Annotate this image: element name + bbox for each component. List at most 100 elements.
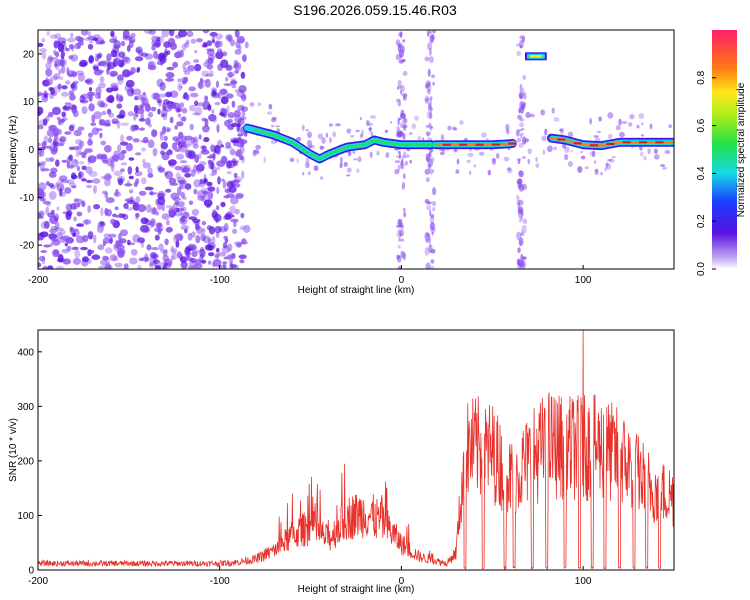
ridge-halo-blob [607, 158, 612, 162]
ridge-halo-blob [321, 137, 326, 144]
noise-blob [188, 86, 196, 92]
vertical-strip-blob [427, 88, 431, 95]
noise-blob [66, 245, 72, 252]
ridge-halo-blob [570, 150, 573, 153]
ridge-halo-blob [249, 102, 255, 107]
ridge-peak [655, 141, 664, 144]
noise-blob [110, 218, 116, 225]
noise-blob [206, 181, 213, 187]
vertical-strip-blob [396, 126, 400, 130]
noise-blob [210, 144, 216, 153]
noise-blob [38, 106, 44, 115]
noise-blob [38, 255, 46, 262]
noise-blob [166, 66, 175, 71]
vertical-strip-blob [432, 207, 436, 212]
ridge-halo-blob [404, 160, 408, 166]
noise-blob [189, 104, 196, 112]
noise-blob [230, 139, 240, 143]
noise-blob [153, 92, 160, 101]
ridge-core [649, 140, 654, 144]
noise-blob [197, 102, 204, 107]
noise-blob [104, 263, 112, 269]
ridge-halo-blob [473, 164, 476, 168]
noise-blob [126, 239, 131, 246]
noise-blob [96, 100, 105, 107]
ridge-halo-blob [467, 152, 474, 157]
noise-blob [87, 231, 94, 240]
noise-blob [59, 136, 67, 143]
noise-blob [52, 85, 62, 93]
vertical-strip-blob [517, 114, 522, 120]
noise-blob [117, 178, 124, 186]
ridge-halo-blob [359, 116, 362, 121]
noise-blob [179, 164, 189, 174]
noise-blob [56, 206, 60, 211]
ridge-halo-blob [589, 151, 593, 156]
noise-blob [202, 235, 211, 244]
vertical-strip-blob [431, 74, 435, 79]
noise-blob [198, 81, 204, 89]
noise-blob [145, 117, 151, 126]
ridge-halo-blob [553, 146, 557, 151]
noise-blob [233, 161, 238, 167]
noise-blob [184, 42, 189, 48]
noise-blob [194, 63, 202, 72]
noise-blob [180, 216, 186, 223]
noise-blob [211, 169, 217, 176]
noise-blob [182, 211, 190, 219]
noise-blob [99, 132, 103, 139]
noise-blob [140, 52, 149, 57]
noise-blob [196, 169, 202, 175]
noise-blob [81, 151, 88, 155]
noise-blob [93, 204, 101, 210]
ridge-halo-blob [596, 130, 602, 133]
noise-blob [46, 56, 54, 64]
noise-blob [56, 265, 65, 269]
ridge-core [402, 143, 406, 147]
noise-blob [203, 199, 213, 207]
noise-blob [81, 165, 87, 170]
noise-blob [237, 123, 241, 127]
ridge-halo-blob [440, 134, 445, 141]
noise-blob [100, 207, 104, 217]
noise-blob [102, 241, 106, 247]
vertical-strip-blob [400, 113, 406, 119]
ridge-core [274, 134, 278, 138]
vertical-strip-blob [517, 258, 521, 266]
noise-blob [194, 49, 198, 54]
noise-blob [172, 234, 179, 243]
noise-blob [121, 56, 130, 63]
noise-blob [93, 111, 102, 120]
vertical-strip-blob [522, 35, 525, 43]
noise-blob [165, 188, 172, 193]
noise-blob [62, 106, 71, 112]
noise-blob [60, 91, 70, 97]
noise-blob [205, 48, 215, 52]
ridge-core [406, 143, 410, 147]
vertical-strip-blob [398, 130, 404, 137]
noise-blob [134, 170, 143, 177]
noise-blob [123, 263, 129, 269]
noise-blob [157, 228, 162, 235]
vertical-strip-blob [401, 58, 406, 63]
noise-blob [87, 155, 97, 164]
noise-blob [118, 51, 125, 58]
noise-blob [182, 63, 187, 70]
noise-blob [53, 128, 63, 136]
noise-blob [184, 247, 191, 256]
ridge-core [426, 143, 430, 147]
noise-blob [238, 85, 247, 94]
noise-blob [78, 150, 82, 156]
vertical-strip-blob [515, 43, 521, 47]
noise-blob [48, 190, 57, 200]
vertical-strip-blob [397, 117, 400, 126]
ridge-halo-blob [369, 126, 372, 133]
noise-blob [99, 40, 106, 45]
noise-blob [192, 244, 197, 249]
noise-blob [166, 219, 170, 226]
noise-blob [212, 208, 217, 214]
noise-blob [220, 201, 226, 208]
noise-blob [138, 190, 147, 196]
noise-blob [88, 93, 93, 102]
vertical-strip-blob [429, 265, 435, 269]
